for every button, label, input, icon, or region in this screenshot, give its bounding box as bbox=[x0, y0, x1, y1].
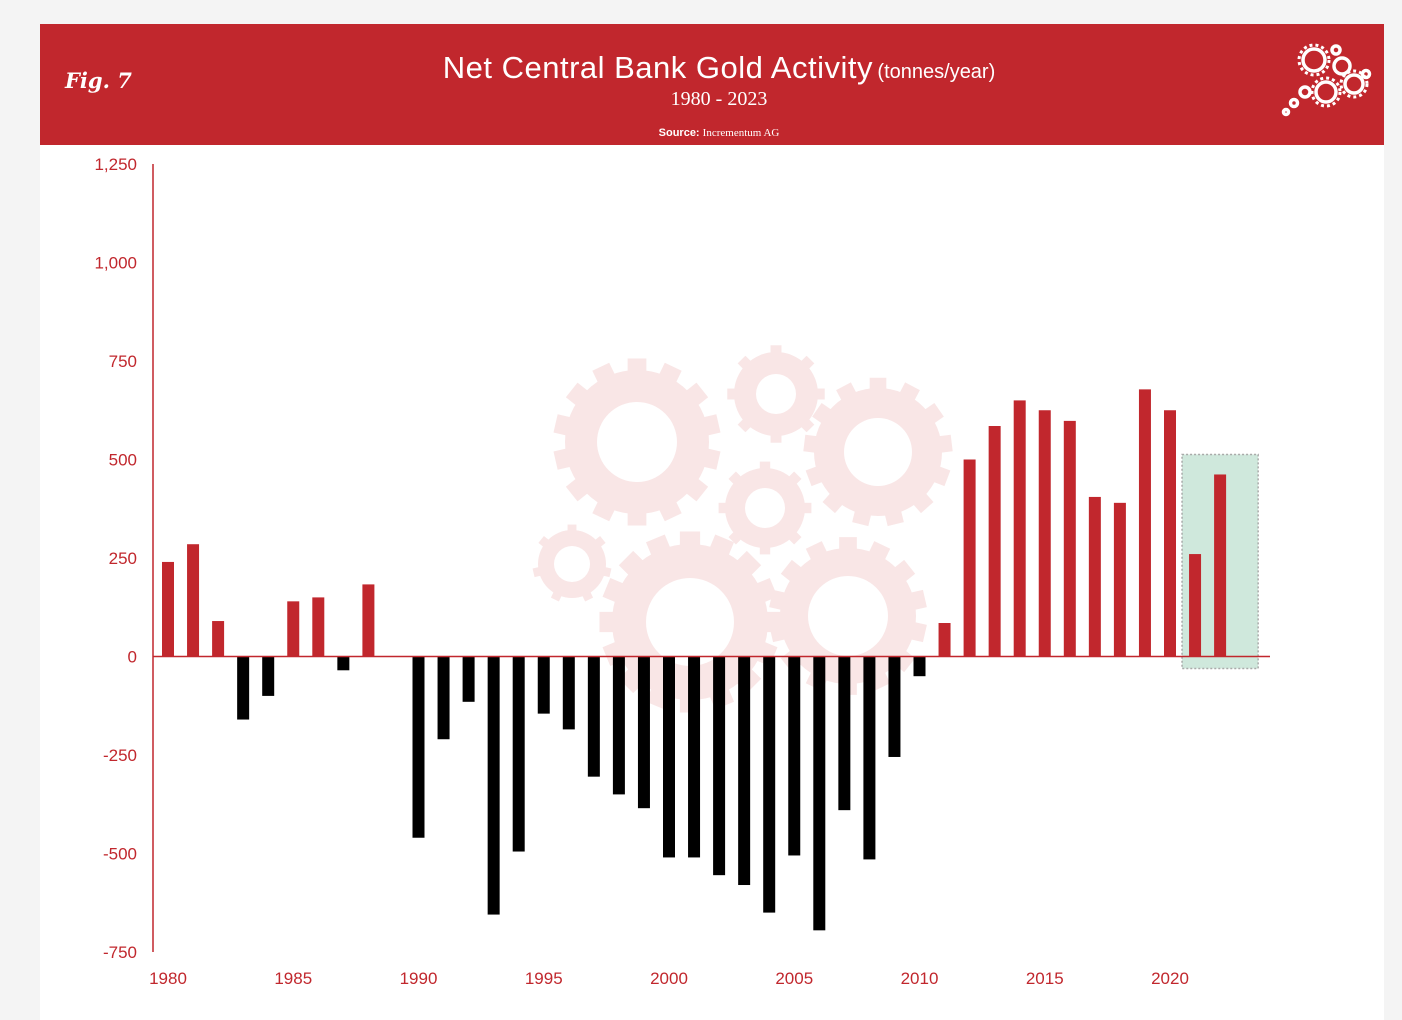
bar-1992 bbox=[462, 656, 475, 702]
chart-title: Net Central Bank Gold Activity (tonnes/y… bbox=[40, 50, 1398, 86]
bar-2012 bbox=[963, 459, 976, 657]
source-note: Source: Incrementum AG bbox=[40, 127, 1398, 139]
watermark-gear-hole bbox=[745, 488, 785, 528]
chart-subtitle: 1980 - 2023 bbox=[670, 88, 768, 110]
x-tick-label: 2010 bbox=[901, 969, 939, 988]
bar-1991 bbox=[437, 656, 450, 740]
bar-2011 bbox=[938, 623, 951, 657]
y-tick-label: 0 bbox=[128, 648, 137, 667]
bar-1998 bbox=[612, 656, 625, 795]
bar-1985 bbox=[287, 601, 300, 657]
bar-1996 bbox=[562, 656, 575, 730]
watermark-gear-hole bbox=[756, 374, 796, 414]
bar-2002 bbox=[713, 656, 726, 876]
bar-1980 bbox=[162, 561, 174, 657]
title-text: Net Central Bank Gold Activity bbox=[442, 50, 873, 85]
y-tick-label: -750 bbox=[103, 943, 137, 962]
watermark-gear-hole bbox=[554, 546, 590, 582]
source-label: Source: bbox=[658, 127, 700, 139]
y-tick-label: 500 bbox=[109, 451, 137, 470]
bar-2003 bbox=[738, 656, 751, 886]
y-tick-label: 750 bbox=[109, 352, 137, 371]
bar-1997 bbox=[587, 656, 600, 777]
watermark-gear-tooth bbox=[759, 542, 771, 555]
chart-header: Fig. 7 Net Central Bank Gold Activity (t… bbox=[40, 24, 1384, 145]
y-tick-label: 1,000 bbox=[94, 254, 137, 273]
y-tick-label: 1,250 bbox=[94, 155, 137, 174]
bar-1999 bbox=[637, 656, 650, 809]
watermark-gear-hole bbox=[597, 402, 677, 482]
bar-2013 bbox=[988, 426, 1001, 657]
bar-2015 bbox=[1038, 410, 1051, 657]
bar-1995 bbox=[537, 656, 550, 714]
bar-2000 bbox=[663, 656, 675, 858]
x-tick-label: 1995 bbox=[525, 969, 563, 988]
y-tick-label: -250 bbox=[103, 746, 137, 765]
bar-2008 bbox=[863, 656, 876, 860]
bar-2007 bbox=[838, 656, 851, 811]
bar-2022 bbox=[1214, 474, 1227, 657]
bar-2020 bbox=[1164, 410, 1176, 657]
chart-card: Fig. 7 Net Central Bank Gold Activity (t… bbox=[40, 24, 1384, 1020]
y-tick-label: 250 bbox=[109, 549, 137, 568]
bar-2017 bbox=[1088, 496, 1101, 657]
watermark-gear-tooth bbox=[770, 430, 782, 443]
bar-1987 bbox=[337, 656, 350, 671]
bar-1984 bbox=[262, 656, 275, 696]
bar-1994 bbox=[512, 656, 525, 852]
watermark-gear-hole bbox=[646, 578, 734, 666]
bar-1981 bbox=[187, 544, 200, 657]
watermark-gear-tooth bbox=[567, 524, 577, 535]
source-value: Incrementum AG bbox=[702, 127, 780, 139]
bar-2001 bbox=[688, 656, 701, 858]
bar-2009 bbox=[888, 656, 901, 757]
y-tick-label: -500 bbox=[103, 845, 137, 864]
gears-icon bbox=[1281, 43, 1372, 117]
bar-2014 bbox=[1013, 400, 1026, 657]
bar-1988 bbox=[362, 584, 375, 657]
x-tick-label: 2005 bbox=[775, 969, 813, 988]
bar-1983 bbox=[237, 656, 250, 720]
bar-2005 bbox=[788, 656, 801, 856]
watermark-gear-hole bbox=[844, 418, 912, 486]
bar-2016 bbox=[1063, 420, 1076, 657]
watermark-gear-hole bbox=[808, 576, 888, 656]
bar-chart: 1,250 1,000 750 500 250 0 -250 -500 -750 1980 1985… bbox=[94, 155, 1270, 988]
bar-2010 bbox=[913, 656, 926, 677]
bar-1986 bbox=[312, 597, 325, 657]
x-tick-label: 2020 bbox=[1151, 969, 1189, 988]
bar-2021 bbox=[1189, 554, 1202, 657]
x-tick-label: 1990 bbox=[400, 969, 438, 988]
bar-1982 bbox=[212, 621, 225, 657]
bar-2018 bbox=[1113, 502, 1126, 657]
x-tick-label: 2000 bbox=[650, 969, 688, 988]
bar-2019 bbox=[1138, 389, 1151, 657]
bar-1993 bbox=[487, 656, 500, 915]
watermark-gear-tooth bbox=[759, 461, 771, 474]
x-tick-label: 2015 bbox=[1026, 969, 1064, 988]
figure-label: Fig. 7 bbox=[65, 68, 132, 93]
watermark-gear-tooth bbox=[770, 345, 782, 358]
x-tick-label: 1985 bbox=[274, 969, 312, 988]
title-unit: (tonnes/year) bbox=[877, 61, 996, 83]
bar-2006 bbox=[813, 656, 826, 931]
bar-1990 bbox=[412, 656, 425, 838]
x-tick-label: 1980 bbox=[149, 969, 187, 988]
bar-2004 bbox=[763, 656, 776, 913]
